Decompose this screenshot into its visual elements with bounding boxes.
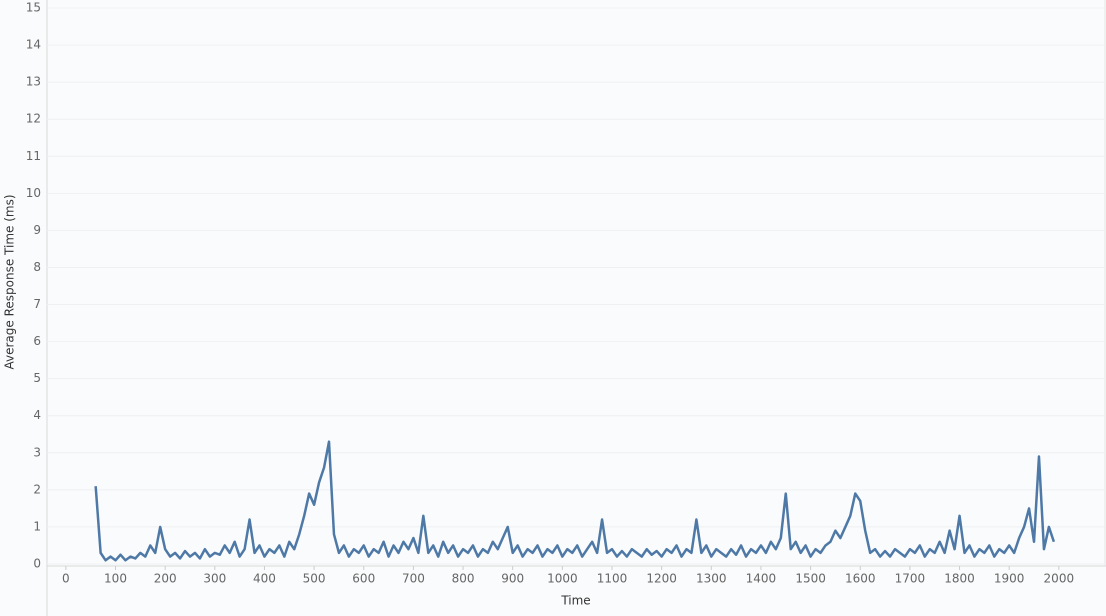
x-tick-label: 0 xyxy=(62,572,70,586)
x-tick-label: 1600 xyxy=(845,572,876,586)
x-tick-label: 400 xyxy=(253,572,276,586)
x-tick-label: 600 xyxy=(352,572,375,586)
y-tick-label: 8 xyxy=(33,260,41,274)
x-tick-label: 100 xyxy=(104,572,127,586)
y-tick-label: 9 xyxy=(33,223,41,237)
x-tick-label: 1400 xyxy=(746,572,777,586)
x-tick-label: 500 xyxy=(303,572,326,586)
y-tick-label: 3 xyxy=(33,445,41,459)
x-tick-label: 300 xyxy=(203,572,226,586)
x-tick-label: 200 xyxy=(154,572,177,586)
y-tick-label: 11 xyxy=(26,149,41,163)
x-tick-label: 1100 xyxy=(597,572,628,586)
y-tick-label: 10 xyxy=(26,186,41,200)
y-axis-title: Average Response Time (ms) xyxy=(3,194,17,369)
y-tick-label: 7 xyxy=(33,297,41,311)
y-tick-label: 15 xyxy=(26,1,41,15)
y-tick-label: 1 xyxy=(33,519,41,533)
x-tick-label: 700 xyxy=(402,572,425,586)
x-tick-label: 1200 xyxy=(646,572,677,586)
x-tick-label: 1300 xyxy=(696,572,727,586)
x-tick-label: 1900 xyxy=(994,572,1025,586)
y-tick-label: 14 xyxy=(26,38,41,52)
x-axis-title: Time xyxy=(560,594,590,608)
y-tick-label: 4 xyxy=(33,408,41,422)
x-tick-label: 2000 xyxy=(1044,572,1075,586)
y-tick-label: 5 xyxy=(33,371,41,385)
x-tick-label: 1800 xyxy=(944,572,975,586)
y-tick-label: 0 xyxy=(33,557,41,571)
y-tick-label: 12 xyxy=(26,112,41,126)
y-tick-label: 6 xyxy=(33,334,41,348)
x-tick-label: 1500 xyxy=(795,572,826,586)
data-line xyxy=(94,440,1056,562)
x-tick-label: 1700 xyxy=(895,572,926,586)
y-tick-label: 13 xyxy=(26,75,41,89)
y-tick-label: 2 xyxy=(33,482,41,496)
x-tick-label: 900 xyxy=(501,572,524,586)
x-tick-label: 800 xyxy=(452,572,475,586)
x-tick-label: 1000 xyxy=(547,572,578,586)
